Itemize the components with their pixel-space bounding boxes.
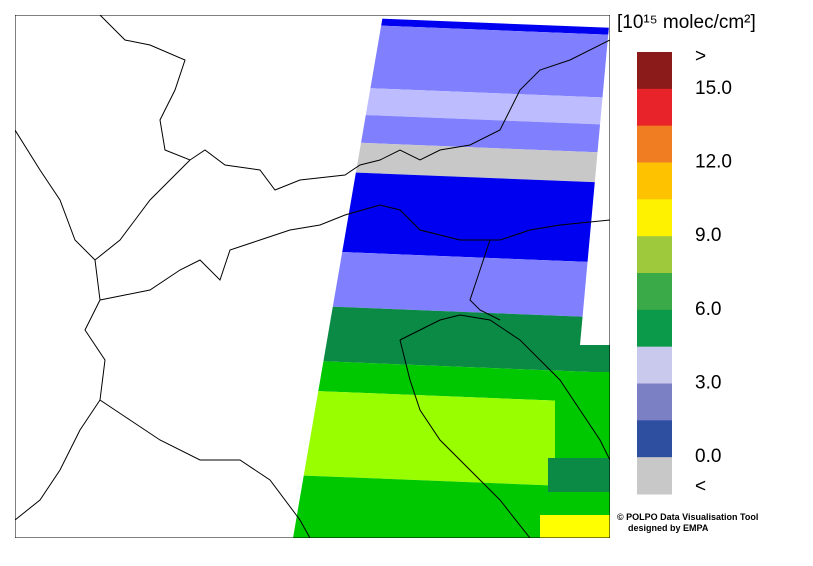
scale-segment — [637, 236, 672, 274]
scale-label: 9.0 — [695, 225, 721, 246]
swath-band — [293, 305, 610, 373]
legend-title: [10¹⁵ molec/cm²] — [617, 12, 756, 33]
scale-label: 12.0 — [695, 152, 732, 173]
scale-segment — [637, 346, 672, 384]
credit-line: designed by EMPA — [628, 523, 709, 533]
swath-band — [548, 458, 610, 492]
scale-segment — [637, 199, 672, 237]
country-borders — [15, 15, 610, 538]
scale-segment — [637, 457, 672, 495]
scale-label: 0.0 — [695, 446, 721, 467]
scale-segment — [637, 88, 672, 127]
scale-segment — [637, 162, 672, 200]
swath-band — [555, 372, 610, 538]
swath-band — [293, 475, 610, 538]
swath-band — [540, 515, 610, 538]
scale-label: > — [695, 46, 706, 67]
scale-segment — [637, 383, 672, 421]
swath-band — [293, 112, 610, 153]
swath-band — [293, 360, 610, 403]
scale-segment — [637, 420, 672, 458]
scale-segment — [637, 309, 672, 348]
color-scale: >15.0 12.0 9.0 6.0 3.0 0.0 < — [637, 46, 732, 497]
scale-segment — [637, 273, 672, 311]
swath-band — [293, 85, 610, 125]
scale-label: 6.0 — [695, 299, 721, 320]
swath-band — [293, 390, 610, 488]
scale-segment — [637, 52, 672, 90]
swath-band — [293, 170, 610, 263]
swath-band — [293, 250, 610, 318]
scale-segment — [637, 125, 672, 163]
scale-label: 3.0 — [695, 373, 721, 394]
scale-label: 15.0 — [695, 78, 732, 99]
scale-label: < — [695, 476, 706, 497]
swath-band — [293, 140, 610, 183]
credit-line: © POLPO Data Visualisation Tool — [617, 512, 758, 522]
